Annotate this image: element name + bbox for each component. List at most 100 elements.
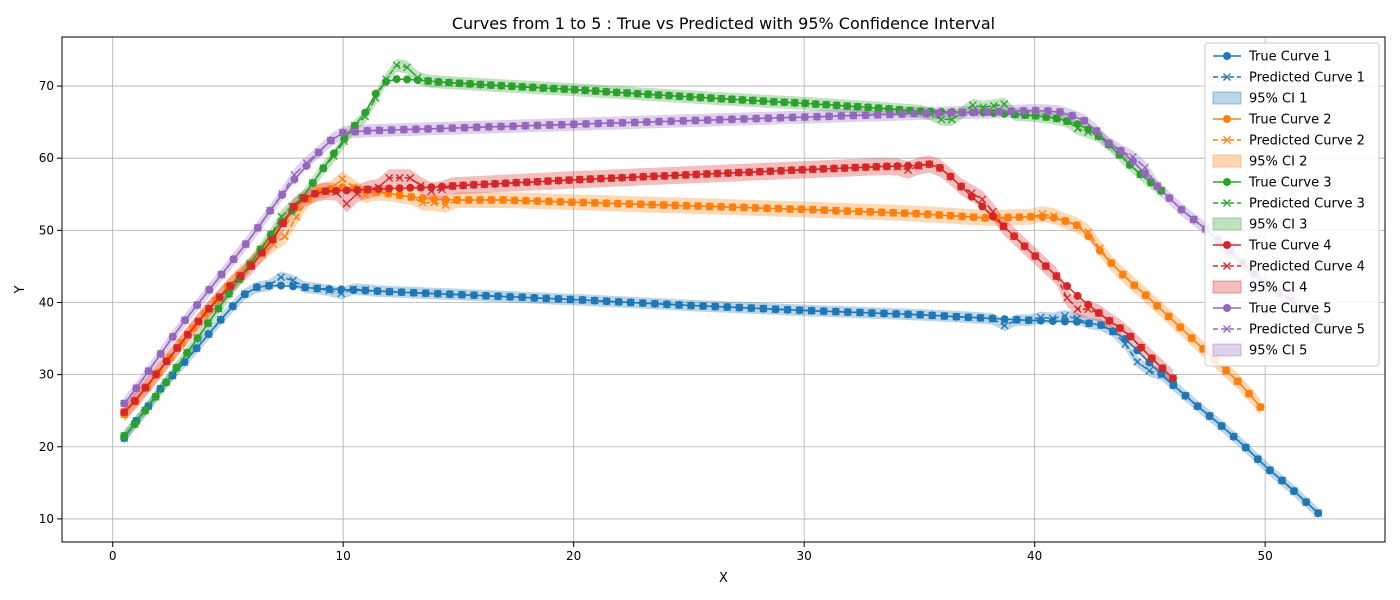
predicted-point <box>120 431 129 440</box>
predicted-point <box>427 187 436 196</box>
predicted-point <box>727 115 736 124</box>
predicted-point <box>1049 212 1058 221</box>
predicted-point <box>717 202 726 211</box>
predicted-point <box>1052 272 1061 280</box>
predicted-point <box>1217 422 1226 430</box>
predicted-point <box>236 272 245 280</box>
legend-label: 95% CI 4 <box>1249 281 1307 296</box>
predicted-point <box>363 126 372 135</box>
predicted-point <box>326 136 335 145</box>
predicted-point <box>1063 293 1071 302</box>
legend-label: True Curve 1 <box>1248 50 1332 65</box>
predicted-point <box>922 109 931 118</box>
predicted-point <box>679 116 688 125</box>
predicted-point <box>840 164 849 173</box>
predicted-point <box>554 176 563 185</box>
predicted-point <box>675 300 683 309</box>
true-curve-1 <box>120 281 1323 518</box>
predicted-point <box>904 166 913 174</box>
y-tick-label: 70 <box>39 79 54 93</box>
predicted-point <box>445 290 454 299</box>
predicted-point <box>706 94 715 103</box>
predicted-point <box>241 240 250 249</box>
predicted-point <box>1133 357 1142 366</box>
predicted-point <box>1080 116 1089 125</box>
predicted-point <box>807 306 816 315</box>
predicted-point <box>480 180 489 189</box>
predicted-point <box>1169 381 1178 390</box>
predicted-point <box>590 198 599 207</box>
predicted-point <box>1094 309 1103 317</box>
true-point <box>1095 246 1104 255</box>
predicted-point <box>691 116 700 125</box>
predicted-point <box>418 198 427 207</box>
predicted-point <box>1128 152 1137 161</box>
predicted-point <box>1095 244 1104 253</box>
predicted-point <box>1097 321 1106 330</box>
predicted-point <box>946 172 955 181</box>
predicted-point <box>872 162 881 171</box>
predicted-line-1 <box>123 276 1319 514</box>
predicted-point <box>1085 319 1093 328</box>
predicted-point <box>1024 316 1033 325</box>
predicted-point <box>265 281 273 290</box>
predicted-point <box>424 124 433 133</box>
predicted-point <box>1084 305 1093 314</box>
predicted-point <box>156 349 165 358</box>
predicted-point <box>644 90 653 99</box>
predicted-point <box>602 87 611 96</box>
predicted-point <box>141 406 150 415</box>
true-point <box>406 183 415 192</box>
predicted-point <box>342 199 351 208</box>
predicted-point <box>395 173 404 182</box>
legend-label: True Curve 2 <box>1248 113 1332 128</box>
predicted-point <box>1036 313 1045 322</box>
predicted-point <box>448 182 457 190</box>
legend-entry-true-5: True Curve 5 <box>1213 302 1332 317</box>
predicted-point <box>711 302 720 311</box>
predicted-point <box>740 115 748 123</box>
predicted-point <box>1056 108 1064 116</box>
predicted-point <box>487 196 496 204</box>
predicted-point <box>705 202 714 211</box>
predicted-point <box>292 213 301 221</box>
predicted-point <box>181 316 189 325</box>
predicted-point <box>205 304 213 313</box>
predicted-point <box>702 170 711 178</box>
predicted-point <box>594 119 603 128</box>
predicted-point <box>682 201 691 210</box>
predicted-point <box>1019 106 1028 115</box>
predicted-point <box>1107 259 1116 268</box>
legend-entry-ci-5: 95% CI 5 <box>1212 343 1307 359</box>
predicted-point <box>1004 213 1012 222</box>
legend-entry-pred-3: Predicted Curve 3 <box>1213 197 1365 212</box>
predicted-point <box>499 196 507 204</box>
legend-entry-pred-5: Predicted Curve 5 <box>1213 323 1365 338</box>
predicted-point <box>1041 262 1050 271</box>
predicted-point <box>387 126 396 134</box>
predicted-point <box>416 181 425 190</box>
predicted-point <box>470 291 478 300</box>
predicted-point <box>628 173 637 182</box>
plot-frame <box>61 36 1386 543</box>
predicted-point <box>1241 443 1250 452</box>
predicted-point <box>460 123 469 132</box>
predicted-point <box>579 198 588 207</box>
true-curve-3 <box>120 75 1166 440</box>
predicted-point <box>699 302 708 310</box>
legend-entry-ci-4: 95% CI 4 <box>1212 280 1307 296</box>
predicted-point <box>308 179 317 187</box>
predicted-point <box>843 102 852 111</box>
predicted-point <box>914 162 923 171</box>
predicted-point <box>353 189 362 198</box>
predicted-point <box>1176 323 1185 332</box>
predicted-point <box>606 119 615 128</box>
predicted-point <box>771 305 780 314</box>
predicted-point <box>820 206 829 215</box>
predicted-point <box>578 296 587 304</box>
true-point <box>1084 300 1093 309</box>
predicted-point <box>790 98 799 107</box>
predicted-line-4 <box>123 163 1174 413</box>
predicted-point <box>1153 301 1162 310</box>
true-point <box>289 282 298 291</box>
